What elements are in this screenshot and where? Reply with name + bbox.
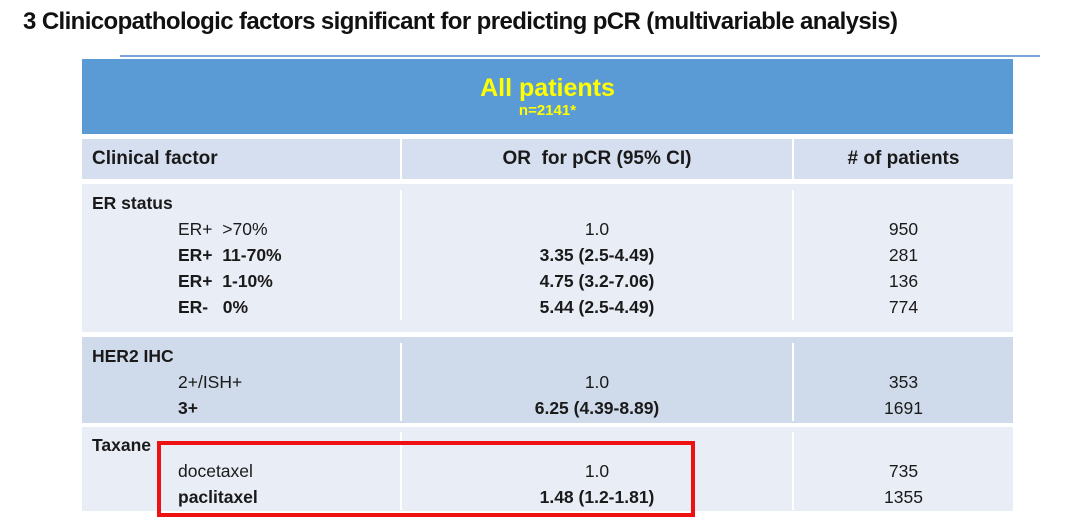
row-or-value: 6.25 (4.39-8.89) <box>402 395 794 421</box>
empty-cell <box>794 190 1013 216</box>
section-her2-ihc: HER2 IHC 2+/ISH+ 1.0 353 3+ 6.25 (4.39-8… <box>82 337 1013 423</box>
title-underline <box>120 55 1040 57</box>
row-patient-count: 1355 <box>884 487 923 507</box>
row-patient-count: 774 <box>888 297 919 317</box>
col-header-or-pcr: OR for pCR (95% CI) <box>402 139 794 179</box>
table-row: paclitaxel 1.48 (1.2-1.81) 1355 <box>82 484 1013 510</box>
row-label: docetaxel <box>82 458 402 484</box>
row-patient-count: 136 <box>888 271 919 291</box>
row-patient-count: 735 <box>888 461 919 481</box>
table-row: ER- 0% 5.44 (2.5-4.49) 774 <box>82 294 1013 320</box>
results-table: All patients n=2141* Clinical factor OR … <box>82 59 1013 511</box>
table-row: docetaxel 1.0 735 <box>82 458 1013 484</box>
row-or-value: 3.35 (2.5-4.49) <box>402 242 794 268</box>
row-label: 2+/ISH+ <box>82 369 402 395</box>
row-label: ER- 0% <box>82 294 402 320</box>
divider <box>82 332 1013 337</box>
empty-cell <box>402 190 794 216</box>
row-patient-count: 353 <box>888 372 919 392</box>
section-taxane: Taxane docetaxel 1.0 735 paclitaxel 1.48… <box>82 427 1013 511</box>
table-banner: All patients n=2141* <box>82 59 1013 134</box>
section-header-row: HER2 IHC <box>82 343 1013 369</box>
table-row: ER+ >70% 1.0 950 <box>82 216 1013 242</box>
section-er-status: ER status ER+ >70% 1.0 950 ER+ 11-70% 3.… <box>82 184 1013 332</box>
divider <box>82 179 1013 184</box>
row-patient-count: 950 <box>888 219 919 239</box>
section-title-taxane: Taxane <box>82 432 402 458</box>
empty-cell <box>402 343 794 369</box>
col-header-num-patients: # of patients <box>847 148 960 169</box>
row-label: 3+ <box>82 395 402 421</box>
empty-cell <box>794 343 1013 369</box>
row-or-value: 4.75 (3.2-7.06) <box>402 268 794 294</box>
slide-title: 3 Clinicopathologic factors significant … <box>23 8 898 35</box>
row-or-value: 1.0 <box>402 458 794 484</box>
section-title-her2-ihc: HER2 IHC <box>82 343 402 369</box>
section-header-row: ER status <box>82 190 1013 216</box>
row-or-value: 1.48 (1.2-1.81) <box>402 484 794 510</box>
empty-cell <box>794 432 1013 458</box>
row-patient-count: 1691 <box>884 398 923 418</box>
col-header-clinical-factor: Clinical factor <box>82 139 402 179</box>
table-row: ER+ 1-10% 4.75 (3.2-7.06) 136 <box>82 268 1013 294</box>
row-label: ER+ >70% <box>82 216 402 242</box>
row-label: paclitaxel <box>82 484 402 510</box>
table-row: ER+ 11-70% 3.35 (2.5-4.49) 281 <box>82 242 1013 268</box>
row-label: ER+ 11-70% <box>82 242 402 268</box>
row-label: ER+ 1-10% <box>82 268 402 294</box>
divider <box>82 423 1013 427</box>
divider <box>82 134 1013 139</box>
column-header-row: Clinical factor OR for pCR (95% CI) # of… <box>82 139 1013 179</box>
row-or-value: 1.0 <box>402 369 794 395</box>
banner-subtitle: n=2141* <box>518 101 577 119</box>
table-row: 2+/ISH+ 1.0 353 <box>82 369 1013 395</box>
section-title-er-status: ER status <box>82 190 402 216</box>
row-or-value: 5.44 (2.5-4.49) <box>402 294 794 320</box>
row-patient-count: 281 <box>888 245 919 265</box>
empty-cell <box>402 432 794 458</box>
row-or-value: 1.0 <box>402 216 794 242</box>
table-row: 3+ 6.25 (4.39-8.89) 1691 <box>82 395 1013 421</box>
section-header-row: Taxane <box>82 432 1013 458</box>
banner-title: All patients <box>480 73 615 102</box>
